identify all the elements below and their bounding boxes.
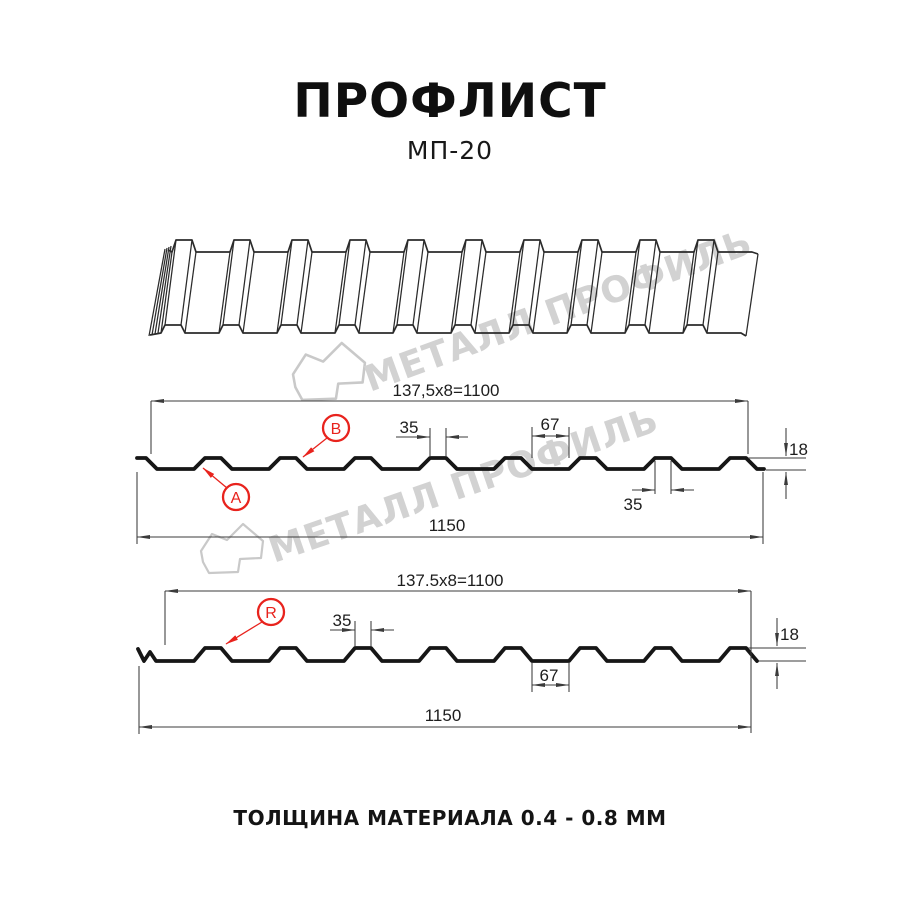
rib-side-line: [470, 239, 483, 326]
rib-side-line: [242, 251, 255, 334]
callout-r-label: R: [265, 605, 277, 622]
dim-label-crest-width: 35: [400, 418, 419, 437]
rib-side-line: [566, 251, 579, 334]
dim-label-crest-width-bottom: 35: [624, 495, 643, 514]
dim-label-overall-width: 1150: [429, 516, 466, 535]
rib-side-line: [276, 251, 289, 334]
rib-side-line: [644, 239, 657, 326]
rib-side-line: [686, 239, 699, 326]
callout-a-leader: [202, 467, 228, 489]
watermark-brand-text: МЕТАЛЛ ПРОФИЛЬ: [359, 222, 758, 401]
callout-a-circle: [221, 482, 251, 512]
rib-side-line: [238, 239, 251, 326]
rib-side-line: [628, 239, 641, 326]
rib-side-line: [396, 239, 409, 326]
rib-side-line: [702, 239, 715, 326]
sheet-left-cut-edge: [148, 248, 166, 337]
callout-r-leader: [225, 621, 263, 645]
watermark-lower: МЕТАЛЛ ПРОФИЛЬ: [199, 399, 664, 575]
rib-side-line: [354, 239, 367, 326]
rib-side-line: [648, 251, 661, 334]
cross-section-bottom: 137.5x8=1100 35 18 67 1150: [136, 571, 806, 734]
rib-side-line: [338, 239, 351, 326]
rib-side-line: [532, 251, 545, 334]
dim-label-height: 18: [780, 625, 799, 644]
callout-b-circle: [321, 413, 351, 443]
rib-side-line: [392, 251, 405, 334]
rib-side-line: [682, 251, 695, 334]
rib-side-line: [474, 251, 487, 334]
watermark-upper: МЕТАЛЛ ПРОФИЛЬ: [291, 222, 758, 402]
rib-side-line: [508, 251, 521, 334]
rib-side-line: [590, 251, 603, 334]
callout-a-label: A: [231, 490, 242, 507]
rib-side-line: [358, 251, 371, 334]
rib-side-line: [512, 239, 525, 326]
dim-label-pitch: 137,5x8=1100: [393, 381, 500, 400]
dim-label-overall-width: 1150: [425, 706, 462, 725]
sheet-right-cut-edge: [745, 253, 759, 337]
rib-side-line: [450, 251, 463, 334]
rib-side-line: [454, 239, 467, 326]
rib-side-line: [280, 239, 293, 326]
page-subtitle: МП-20: [406, 136, 494, 165]
rib-side-line: [164, 239, 177, 326]
sheet-left-cut-edge: [157, 245, 172, 334]
profile-outline: [135, 456, 766, 471]
page-title: ПРОФЛИСТ: [293, 74, 607, 129]
sheet-left-cut-edge: [151, 247, 168, 336]
rib-side-line: [218, 251, 231, 334]
sheet-3d-far-edge: [167, 239, 759, 255]
cross-section-top: 137,5x8=1100 35 67 18 35: [135, 381, 808, 544]
rib-side-line: [180, 239, 193, 326]
rib-side-line: [570, 239, 583, 326]
dim-label-valley-width: 67: [541, 415, 560, 434]
rib-side-line: [528, 239, 541, 326]
rib-side-line: [160, 251, 173, 334]
callout-b-leader: [302, 437, 328, 458]
dim-label-valley-width: 67: [540, 666, 559, 685]
sheet-3d-view: [148, 239, 759, 337]
rib-side-line: [706, 251, 719, 334]
callout-b-label: B: [331, 421, 342, 438]
metal-profil-logo-icon: [291, 341, 367, 402]
metal-profil-logo-icon: [199, 522, 265, 575]
rib-side-line: [184, 251, 197, 334]
dim-label-pitch: 137.5x8=1100: [397, 571, 504, 590]
rib-side-line: [412, 239, 425, 326]
rib-side-line: [416, 251, 429, 334]
rib-side-line: [334, 251, 347, 334]
sheet-left-cut-edge: [154, 246, 170, 335]
dim-label-height: 18: [789, 440, 808, 459]
rib-side-line: [296, 239, 309, 326]
profile-outline: [136, 646, 759, 663]
rib-side-line: [300, 251, 313, 334]
rib-side-line: [222, 239, 235, 326]
material-thickness-note: ТОЛЩИНА МАТЕРИАЛА 0.4 - 0.8 ММ: [233, 806, 667, 830]
dim-label-crest-width: 35: [333, 611, 352, 630]
rib-side-line: [624, 251, 637, 334]
rib-side-line: [586, 239, 599, 326]
callout-r-circle: [256, 597, 286, 627]
